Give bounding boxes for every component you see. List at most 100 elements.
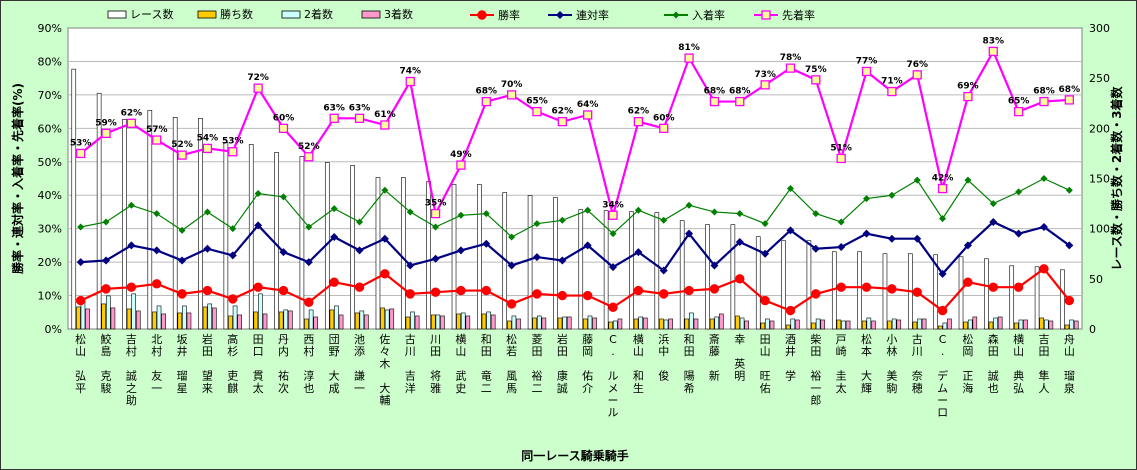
data-label: 68%	[1059, 85, 1081, 95]
category-label: 田山 旺佑	[760, 333, 771, 395]
data-label: 73%	[754, 70, 776, 80]
bar-1	[477, 184, 482, 330]
point-2	[330, 233, 339, 242]
point-3	[964, 176, 972, 184]
data-label: 60%	[273, 113, 295, 123]
bar-4	[795, 319, 800, 330]
point-4	[177, 150, 187, 160]
bar-4	[135, 310, 141, 330]
point-1	[633, 285, 644, 296]
data-label: 65%	[1008, 97, 1030, 107]
point-4	[887, 86, 897, 97]
point-1	[709, 284, 720, 294]
point-1	[506, 299, 517, 309]
bar-4	[921, 318, 927, 330]
y-axis-right-title: レース数・勝ち数・2着数・3着数	[1109, 85, 1124, 270]
bar-2	[354, 312, 360, 330]
bar-2	[532, 317, 537, 330]
bar-3	[486, 311, 491, 330]
point-3	[1065, 186, 1073, 194]
legend-marker-8	[761, 10, 771, 20]
bar-1	[933, 254, 938, 330]
point-3	[812, 210, 820, 218]
data-label: 59%	[95, 118, 117, 128]
point-4	[988, 46, 998, 57]
data-label: 49%	[450, 150, 472, 160]
bar-3	[232, 305, 238, 330]
point-2	[583, 241, 592, 250]
bar-1	[122, 119, 127, 330]
left-tick-label: 40%	[38, 189, 62, 202]
bar-3	[410, 311, 415, 330]
point-2	[963, 241, 972, 250]
data-label: 52%	[171, 140, 193, 150]
data-label: 35%	[425, 199, 447, 209]
point-2	[609, 263, 618, 272]
data-label: 68%	[1033, 87, 1055, 97]
point-1	[152, 279, 162, 289]
bar-1	[755, 236, 761, 330]
category-label: 浜中 俊	[658, 333, 669, 383]
bar-2	[709, 318, 715, 330]
point-2	[1065, 241, 1074, 250]
bar-2	[278, 311, 284, 330]
point-4	[329, 113, 339, 123]
point-3	[609, 230, 617, 238]
point-2	[532, 253, 541, 262]
bar-2	[988, 321, 994, 330]
point-2	[811, 244, 820, 253]
point-2	[1039, 222, 1048, 231]
legend-label-4: 3着数	[384, 7, 413, 21]
plot-area	[67, 27, 1083, 330]
bar-3	[156, 305, 162, 330]
bar-4	[541, 317, 547, 330]
category-label: 松岡 正海	[962, 332, 973, 395]
bar-2	[253, 311, 259, 330]
data-label: 70%	[501, 80, 523, 90]
point-3	[1015, 188, 1023, 196]
bar-1	[705, 224, 710, 330]
bar-3	[663, 319, 669, 330]
point-2	[355, 246, 364, 255]
bar-4	[820, 319, 826, 330]
data-label: 53%	[222, 137, 244, 147]
legend-swatch-4	[361, 10, 381, 19]
category-label: 松山 弘平	[75, 332, 86, 395]
bar-3	[587, 315, 593, 330]
point-4	[101, 128, 111, 139]
point-3	[1040, 175, 1048, 182]
point-2	[761, 249, 770, 258]
bar-2	[887, 320, 892, 330]
bar-4	[313, 316, 319, 330]
point-4	[1039, 96, 1049, 107]
point-4	[557, 116, 567, 127]
right-tick-label: 100	[1089, 223, 1110, 236]
bar-1	[679, 220, 685, 330]
legend-label-3: 2着数	[304, 7, 333, 21]
point-3	[685, 201, 693, 209]
data-label: 57%	[146, 125, 168, 135]
point-2	[862, 229, 871, 238]
point-2	[304, 258, 313, 267]
point-2	[634, 248, 643, 257]
point-3	[279, 193, 287, 201]
data-label: 62%	[121, 108, 143, 118]
bar-3	[182, 305, 187, 330]
bar-4	[288, 310, 293, 330]
point-3	[939, 215, 947, 223]
category-label: 岩田 望来	[202, 332, 213, 395]
point-1	[684, 285, 694, 296]
left-tick-label: 60%	[38, 122, 62, 135]
point-4	[1013, 106, 1024, 117]
point-1	[735, 274, 745, 284]
point-4	[760, 80, 770, 90]
data-label: 54%	[197, 133, 219, 143]
bar-3	[942, 322, 948, 330]
point-1	[456, 285, 466, 296]
bar-1	[730, 224, 736, 330]
point-4	[937, 183, 948, 194]
left-tick-label: 20%	[38, 256, 62, 269]
bar-1	[629, 211, 634, 330]
category-label: 岩田 康誠	[557, 332, 568, 395]
point-4	[785, 63, 796, 73]
